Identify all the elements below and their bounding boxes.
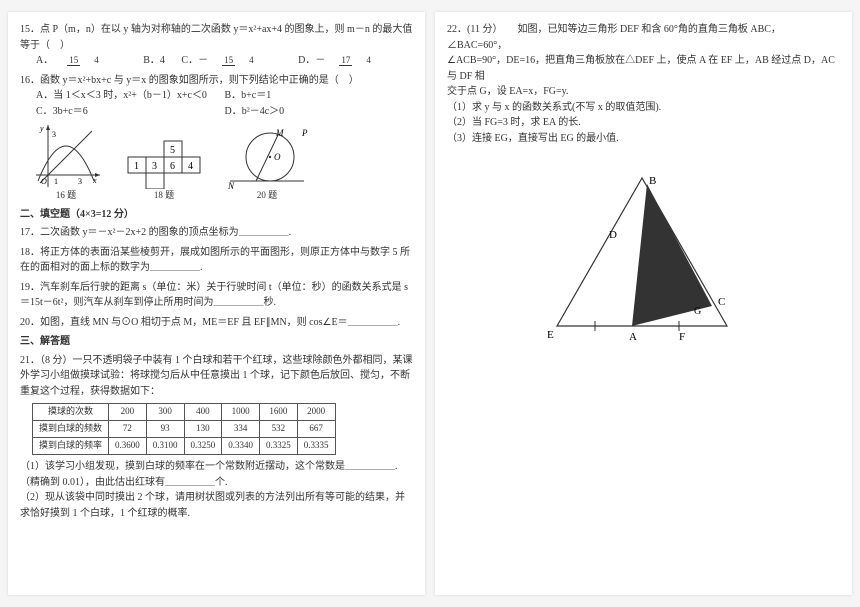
svg-text:A: A — [629, 331, 637, 343]
q22-p2: （2）当 FG=3 时，求 EA 的长. — [447, 115, 840, 131]
q19: 19．汽车刹车后行驶的距离 s（单位：米）关于行驶时间 t（单位：秒）的函数关系… — [20, 280, 413, 311]
q21-p1: （1）该学习小组发现，摸到白球的频率在一个常数附近摆动，这个常数是＿＿＿＿＿.（… — [20, 459, 413, 490]
q16-text: 16．函数 y＝x²+bx+c 与 y＝x 的图象如图所示，则下列结论中正确的是… — [20, 73, 413, 89]
q15-A: A．154 — [36, 55, 127, 66]
q22-l1: 22．(11 分） 如图，已知等边三角形 DEF 和含 60°角的直角三角板 A… — [447, 22, 840, 53]
q21: 21．（8 分）一只不透明袋子中装有 1 个白球和若干个红球，这些球除颜色外都相… — [20, 353, 413, 521]
svg-text:1: 1 — [134, 161, 139, 172]
figure-row: 3 O13 xy 16 题 5 1364 18 题 — [30, 123, 413, 203]
q22-l2: ∠ACB=90°，DE=16，把直角三角板放在△DEF 上，使点 A 在 EF … — [447, 53, 840, 84]
cap-18: 18 题 — [126, 189, 202, 203]
q21-p2: （2）现从该袋中同时摸出 2 个球，请用树状图或列表的方法列出所有等可能的结果，… — [20, 490, 413, 521]
q22-p1: （1）求 y 与 x 的函数关系式(不写 x 的取值范围). — [447, 100, 840, 116]
svg-text:1: 1 — [54, 177, 58, 186]
svg-text:N: N — [227, 181, 235, 189]
cap-16: 16 题 — [30, 189, 102, 203]
q20: 20．如图，直线 MN 与⊙O 相切于点 M，ME＝EF 且 EF∥MN，则 c… — [20, 315, 413, 331]
svg-text:G: G — [694, 306, 701, 317]
q22-l3: 交于点 G，设 EA=x，FG=y. — [447, 84, 840, 100]
q16-B: B．b+c＝1 — [225, 88, 400, 104]
q21-text: 21．（8 分）一只不透明袋子中装有 1 个白球和若干个红球，这些球除颜色外都相… — [20, 353, 413, 400]
svg-text:5: 5 — [170, 145, 175, 156]
svg-text:F: F — [679, 331, 685, 343]
cap-20: 20 题 — [226, 189, 308, 203]
circle-tangent: O M P N — [226, 127, 308, 189]
svg-text:3: 3 — [152, 161, 157, 172]
q16-D: D．b²－4c＞0 — [225, 104, 400, 120]
svg-text:B: B — [649, 175, 656, 187]
cube-net: 5 1 3 6 4 — [126, 139, 202, 189]
svg-text:x: x — [92, 176, 97, 185]
svg-text:6: 6 — [170, 161, 175, 172]
q15-text: 15．点 P（m，n）在以 y 轴为对称轴的二次函数 y＝x²+ax+4 的图象… — [20, 22, 413, 53]
svg-text:3: 3 — [52, 130, 56, 139]
q15: 15．点 P（m，n）在以 y 轴为对称轴的二次函数 y＝x²+ax+4 的图象… — [20, 22, 413, 69]
q16-options: A．当 1＜x＜3 时，x²+（b－1）x+c＜0 B．b+c＝1 C．3b+c… — [20, 88, 413, 119]
fig-18: 5 1 3 6 4 18 题 — [126, 139, 202, 203]
svg-text:3: 3 — [78, 177, 82, 186]
q16-A: A．当 1＜x＜3 时，x²+（b－1）x+c＜0 — [36, 88, 211, 104]
q21-table: 摸球的次数200300400100016002000 摸到白球的频数729313… — [32, 403, 336, 455]
q15-options: A．154 B．4 C．－154 D．－174 — [20, 53, 413, 69]
q18: 18．将正方体的表面沿某些棱剪开，展成如图所示的平面图形，则原正方体中与数字 5… — [20, 245, 413, 276]
q22-p3: （3）连接 EG，直接写出 EG 的最小值. — [447, 131, 840, 147]
svg-text:E: E — [547, 329, 554, 341]
left-page: 15．点 P（m，n）在以 y 轴为对称轴的二次函数 y＝x²+ax+4 的图象… — [8, 12, 425, 595]
right-page: 22．(11 分） 如图，已知等边三角形 DEF 和含 60°角的直角三角板 A… — [435, 12, 852, 595]
q17: 17．二次函数 y＝－x²－2x+2 的图象的顶点坐标为＿＿＿＿＿. — [20, 225, 413, 241]
section-2: 二、填空题（4×3=12 分） — [20, 207, 413, 223]
fig-16: 3 O1 3 x y 16 题 — [30, 123, 102, 203]
fig-20: O M P N 20 题 — [226, 127, 308, 203]
svg-text:O: O — [274, 152, 281, 162]
svg-text:y: y — [39, 124, 44, 133]
svg-text:P: P — [301, 128, 308, 138]
q16-C: C．3b+c＝6 — [36, 104, 211, 120]
parabola-graph: 3 O1 3 x y — [30, 123, 102, 189]
q16: 16．函数 y＝x²+bx+c 与 y＝x 的图象如图所示，则下列结论中正确的是… — [20, 73, 413, 120]
svg-text:4: 4 — [188, 161, 193, 172]
fig-22: B D C G E A F — [537, 166, 840, 346]
svg-text:D: D — [609, 229, 617, 241]
q15-B: B．4 — [143, 55, 165, 66]
svg-text:C: C — [718, 296, 725, 308]
q15-D: D．－174 — [298, 55, 399, 66]
svg-text:O: O — [41, 177, 47, 186]
svg-text:M: M — [275, 128, 284, 138]
q15-C: C．－154 — [181, 55, 281, 66]
triangle-diagram: B D C G E A F — [537, 166, 747, 346]
section-3: 三、解答题 — [20, 334, 413, 350]
q22: 22．(11 分） 如图，已知等边三角形 DEF 和含 60°角的直角三角板 A… — [447, 22, 840, 146]
